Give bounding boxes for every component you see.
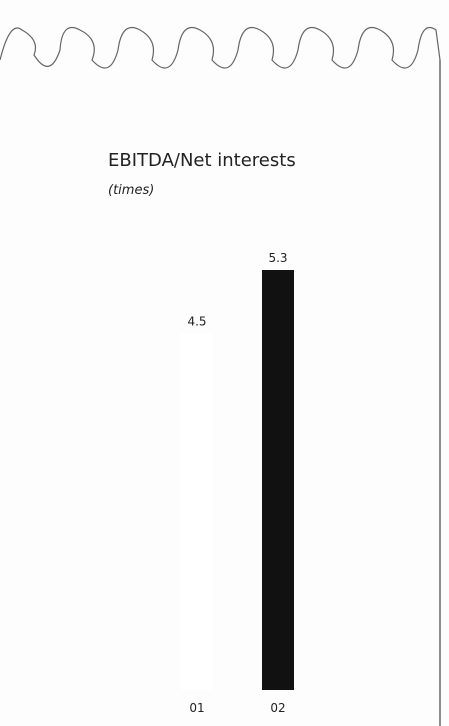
chart-subtitle: (times) (108, 183, 154, 198)
value-label: 5.3 (268, 251, 287, 265)
chart-title: EBITDA/Net interests (108, 150, 296, 171)
x-tick-label: 02 (270, 701, 285, 715)
value-label: 4.5 (187, 314, 206, 328)
x-tick-label: 01 (189, 701, 204, 715)
bar (262, 270, 294, 690)
scallop-edge (0, 26, 441, 69)
bar (181, 333, 213, 690)
